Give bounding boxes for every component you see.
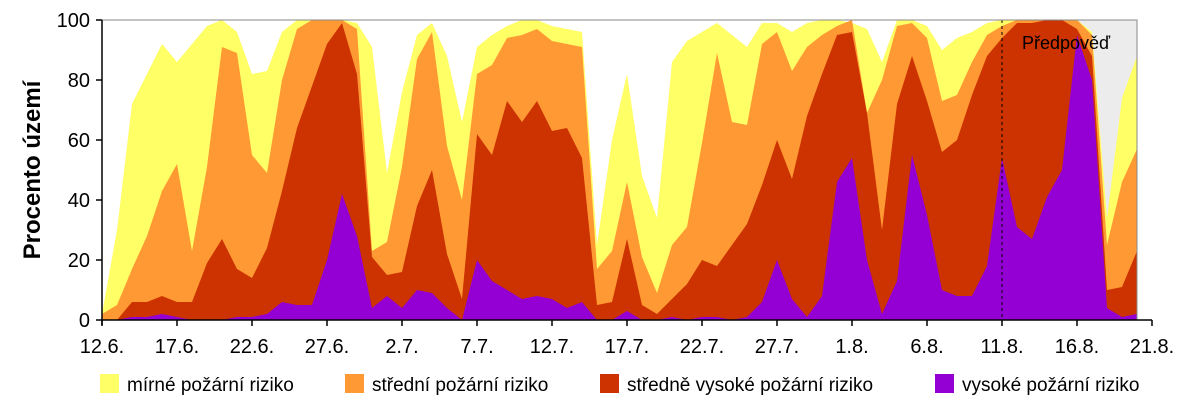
x-tick-label: 17.6. bbox=[155, 336, 199, 358]
legend: mírné požární riziko střední požární rizi… bbox=[100, 374, 1139, 396]
y-axis-title: Procento území bbox=[19, 79, 46, 259]
x-tick-label: 27.6. bbox=[305, 336, 349, 358]
x-tick-label: 22.7. bbox=[680, 336, 724, 358]
x-tick-label: 7.7. bbox=[460, 336, 493, 358]
y-tick-label: 100 bbox=[57, 10, 90, 32]
forecast-label: Předpověď bbox=[1022, 33, 1111, 53]
x-tick-label: 22.6. bbox=[230, 336, 274, 358]
area-vysoké-požární-riziko bbox=[102, 35, 1137, 320]
x-tick-label: 16.8. bbox=[1055, 336, 1099, 358]
legend-swatch bbox=[600, 374, 619, 393]
x-tick-label: 2.7. bbox=[385, 336, 418, 358]
x-tick-label: 11.8. bbox=[981, 336, 1024, 358]
forecast-region: Předpověď bbox=[1001, 20, 1111, 320]
legend-swatch bbox=[100, 374, 119, 393]
y-tick-label: 60 bbox=[68, 130, 90, 152]
x-tick-label: 17.7. bbox=[605, 336, 649, 358]
legend-label: střední požární riziko bbox=[372, 375, 548, 396]
y-tick-label: 80 bbox=[68, 70, 90, 92]
y-tick-label: 20 bbox=[68, 250, 90, 272]
stacked-areas bbox=[102, 20, 1137, 320]
x-tick-label: 6.8. bbox=[910, 336, 943, 358]
legend-label: mírné požární riziko bbox=[127, 375, 294, 396]
y-tick-label: 0 bbox=[79, 310, 90, 332]
legend-label: středně vysoké požární riziko bbox=[627, 375, 873, 396]
legend-label: vysoké požární riziko bbox=[962, 375, 1139, 396]
axes: 0 20 40 60 80 100 12.6. 17.6. 22.6. 27.6. 2.7. 7.7.… bbox=[57, 10, 1175, 358]
x-tick-label: 12.6. bbox=[80, 336, 124, 358]
x-tick-label: 21.8. bbox=[1130, 336, 1174, 358]
y-tick-label: 40 bbox=[68, 190, 90, 212]
legend-swatch bbox=[345, 374, 364, 393]
x-tick-label: 12.7. bbox=[530, 336, 574, 358]
legend-swatch bbox=[935, 374, 954, 393]
x-tick-label: 1.8. bbox=[835, 336, 868, 358]
area-středně-vysoké-požární-riziko bbox=[102, 20, 1137, 320]
x-tick-label: 27.7. bbox=[755, 336, 799, 358]
